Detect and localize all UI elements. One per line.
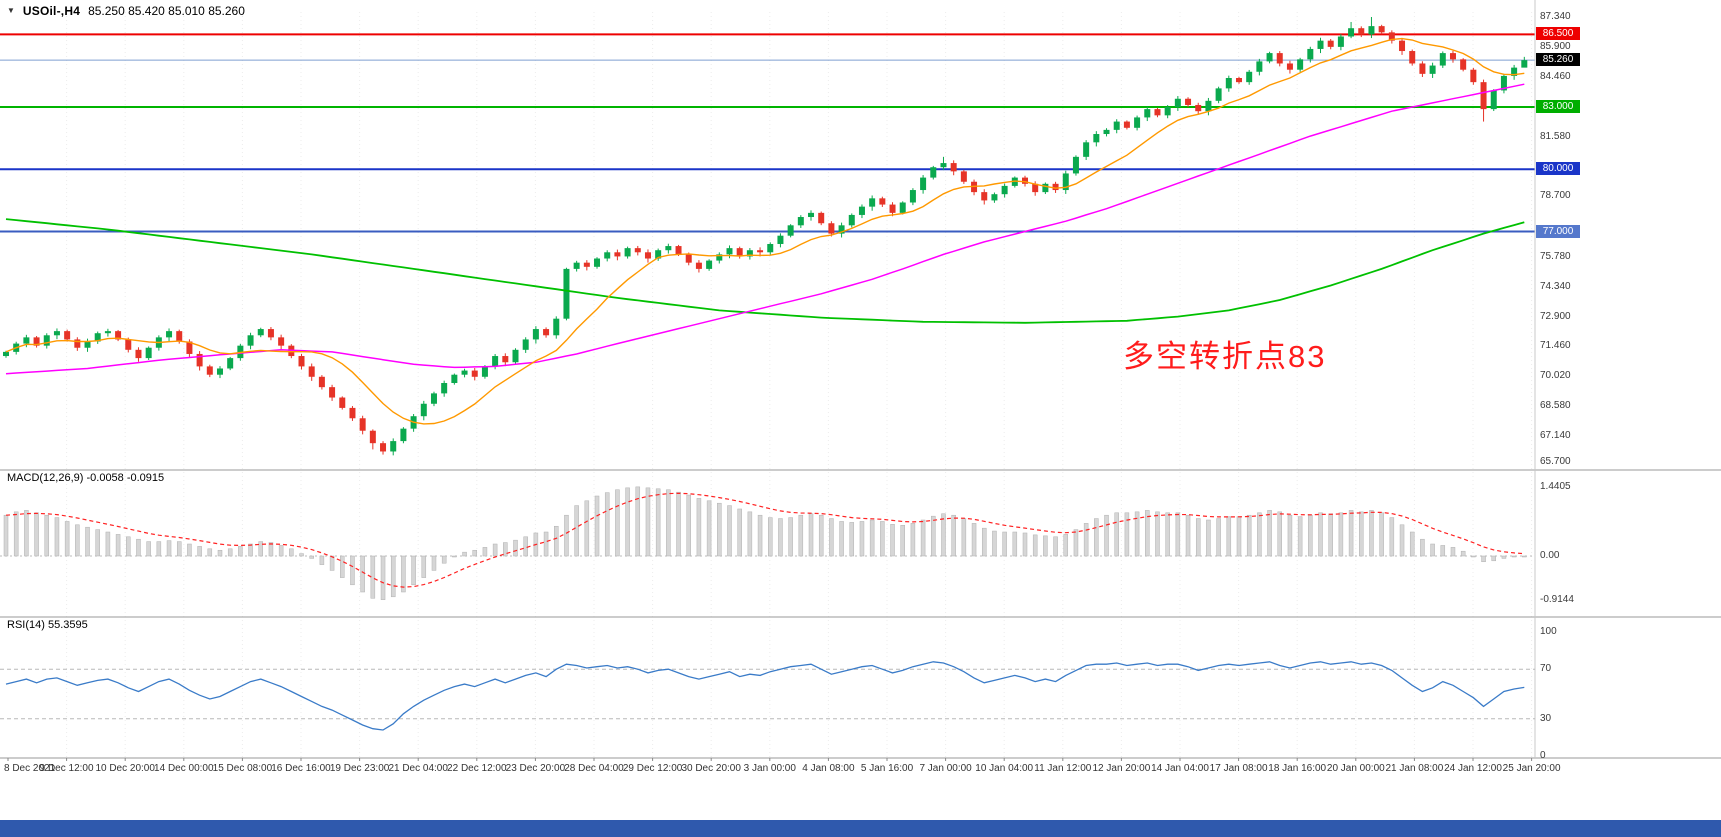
- macd-panel: [0, 486, 1535, 600]
- chart-annotation-text[interactable]: 多空转折点83: [1123, 339, 1327, 374]
- ma-slow-line: [5, 218, 1525, 324]
- rsi-indicator-value: 55.3595: [47, 619, 88, 631]
- ma-mid-line: [5, 83, 1525, 375]
- candles: [3, 17, 1528, 456]
- ohlc-values: 85.250 85.420 85.010 85.260: [88, 4, 245, 18]
- rsi-header: RSI(14) 55.3595: [7, 619, 88, 631]
- rsi-panel: [0, 661, 1535, 731]
- grid-lines: [66, 12, 1533, 758]
- time-tick-marks: [7, 758, 1533, 761]
- macd-indicator-name: MACD(12,26,9): [7, 472, 84, 484]
- symbol-period-label: USOil-,H4: [22, 4, 81, 18]
- ma-fast-line: [5, 37, 1525, 425]
- rsi-indicator-name: RSI(14): [7, 619, 45, 631]
- chart-dropdown-icon[interactable]: ▼: [7, 6, 15, 15]
- macd-indicator-values: -0.0058 -0.0915: [86, 472, 165, 484]
- panel-separators: [0, 0, 1721, 759]
- horizontal-price-lines: [0, 33, 1535, 233]
- macd-header: MACD(12,26,9) -0.0058 -0.0915: [7, 472, 164, 484]
- bottom-bar: [0, 820, 1721, 837]
- chart-header: ▼ USOil-,H4 85.250 85.420 85.010 85.260: [7, 4, 245, 18]
